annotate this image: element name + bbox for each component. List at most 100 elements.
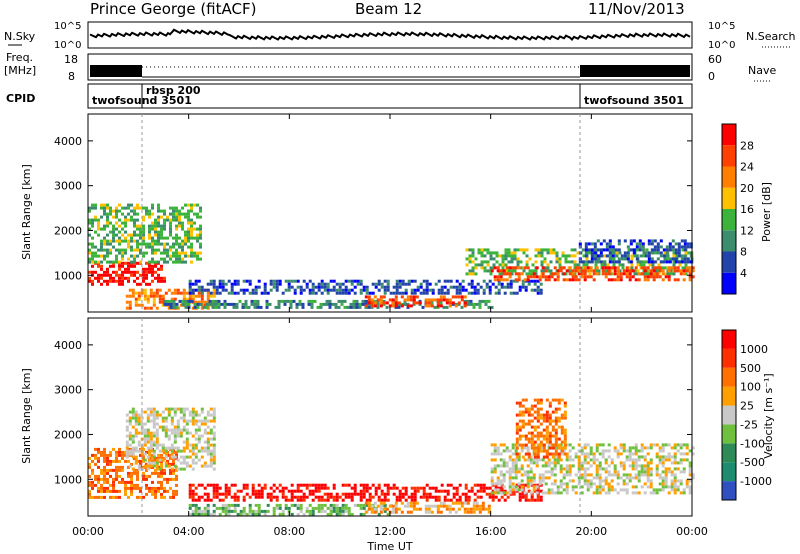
heatmap-cell — [215, 489, 219, 493]
heatmap-cell — [136, 270, 139, 274]
heatmap-cell — [88, 270, 91, 274]
heatmap-cell — [625, 266, 629, 270]
heatmap-cell — [115, 450, 118, 454]
heatmap-cell — [573, 248, 577, 252]
heatmap-cell — [215, 492, 219, 496]
heatmap-cell — [146, 416, 150, 420]
heatmap-cell — [541, 491, 545, 495]
heatmap-cell — [646, 266, 650, 270]
heatmap-cell — [127, 465, 130, 469]
heatmap-cell — [471, 254, 475, 258]
heatmap-cell — [164, 434, 168, 438]
heatmap-cell — [302, 512, 306, 516]
heatmap-cell — [341, 288, 345, 292]
heatmap-cell — [688, 266, 692, 270]
heatmap-cell — [373, 507, 377, 511]
heatmap-cell — [532, 461, 536, 465]
heatmap-cell — [188, 419, 192, 423]
heatmap-cell — [594, 269, 598, 273]
heatmap-cell — [536, 498, 540, 502]
heatmap-cell — [127, 245, 130, 249]
heatmap-cell — [622, 449, 626, 453]
heatmap-cell — [488, 486, 492, 490]
heatmap-cell — [206, 440, 210, 444]
heatmap-cell — [580, 269, 584, 273]
heatmap-cell — [136, 206, 139, 210]
heatmap-cell — [247, 305, 251, 309]
heatmap-cell — [523, 278, 527, 282]
heatmap-cell — [643, 275, 647, 279]
heatmap-cell — [527, 498, 531, 502]
heatmap-cell — [200, 449, 204, 453]
heatmap-cell — [625, 269, 629, 273]
heatmap-cell — [257, 285, 261, 289]
heatmap-cell — [125, 434, 129, 438]
heatmap-cell — [521, 492, 525, 496]
heatmap-cell — [212, 419, 216, 423]
heatmap-cell — [317, 489, 321, 493]
heatmap-cell — [118, 276, 121, 280]
heatmap-cell — [263, 509, 267, 513]
heatmap-cell — [145, 474, 148, 478]
heatmap-cell — [618, 251, 622, 255]
heatmap-cell — [191, 483, 195, 487]
heatmap-cell — [454, 510, 458, 514]
heatmap-cell — [175, 468, 178, 472]
heatmap-cell — [664, 443, 668, 447]
heatmap-cell — [380, 282, 384, 286]
heatmap-cell — [487, 507, 491, 511]
heatmap-cell — [571, 488, 575, 492]
heatmap-cell — [166, 459, 169, 463]
heatmap-cell — [528, 272, 532, 276]
heatmap-cell — [118, 489, 121, 493]
heatmap-cell — [212, 512, 216, 516]
heatmap-cell — [474, 272, 478, 276]
heatmap-cell — [199, 242, 202, 246]
heatmap-cell — [278, 279, 282, 283]
heatmap-cell — [142, 224, 145, 228]
heatmap-cell — [154, 251, 157, 255]
heatmap-cell — [395, 291, 399, 295]
heatmap-cell — [460, 501, 464, 505]
heatmap-cell — [317, 285, 321, 289]
heatmap-cell — [284, 506, 288, 510]
heatmap-cell — [254, 285, 258, 289]
heatmap-cell — [521, 413, 525, 417]
heatmap-cell — [554, 434, 558, 438]
heatmap-cell — [347, 509, 351, 513]
noise-left-label: N.Sky — [4, 30, 36, 43]
heatmap-cell — [290, 285, 294, 289]
heatmap-cell — [197, 449, 201, 453]
heatmap-cell — [677, 248, 681, 252]
heatmap-cell — [471, 260, 475, 264]
heatmap-cell — [568, 455, 572, 459]
heatmap-cell — [493, 446, 497, 450]
heatmap-cell — [118, 459, 121, 463]
heatmap-cell — [443, 498, 447, 502]
heatmap-cell — [103, 477, 106, 481]
heatmap-cell — [127, 279, 130, 283]
heatmap-cell — [522, 269, 526, 273]
heatmap-cell — [685, 479, 689, 483]
heatmap-cell — [362, 486, 366, 490]
heatmap-cell — [281, 509, 285, 513]
heatmap-cell — [254, 495, 258, 499]
heatmap-cell — [118, 480, 121, 484]
heatmap-cell — [103, 480, 106, 484]
heatmap-cell — [137, 431, 141, 435]
heatmap-cell — [196, 254, 199, 258]
heatmap-cell — [136, 474, 139, 478]
heatmap-cell — [112, 236, 115, 240]
heatmap-cell — [106, 459, 109, 463]
heatmap-cell — [468, 257, 472, 261]
heatmap-cell — [468, 248, 472, 252]
heatmap-cell — [489, 257, 493, 261]
heatmap-cell — [394, 301, 398, 305]
heatmap-cell — [121, 282, 124, 286]
heatmap-cell — [157, 486, 160, 490]
heatmap-cell — [474, 263, 478, 267]
heatmap-cell — [212, 446, 216, 450]
heatmap-cell — [669, 257, 673, 261]
heatmap-cell — [628, 476, 632, 480]
heatmap-cell — [445, 504, 449, 508]
